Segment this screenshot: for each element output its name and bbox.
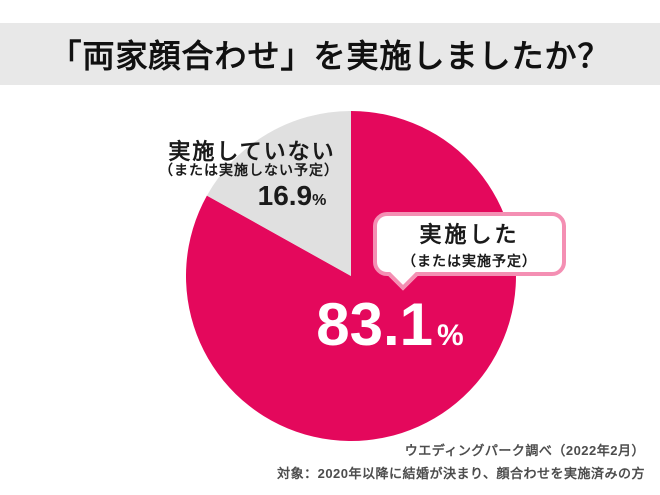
conducted-value-unit: % (437, 319, 464, 352)
source-note: ウエディングパーク調べ（2022年2月） (404, 443, 645, 458)
page-title: 「両家顔合わせ」を実施しましたか？ (49, 38, 611, 74)
conducted-label-line2: （または実施予定） (402, 253, 537, 269)
pie-slice (206, 111, 351, 276)
pie-slice (186, 111, 516, 441)
target-note: 対象：2020年以降に結婚が決まり、顔合わせを実施済みの方 (277, 466, 645, 481)
pie-slices (186, 111, 516, 441)
not-conducted-value-number: 16.9 (257, 180, 313, 211)
conducted-label-line1: 実施した (419, 222, 520, 247)
label-not-conducted-line2: （または実施しない予定） (159, 162, 339, 178)
label-not-conducted-value: 16.9% (258, 180, 327, 212)
label-not-conducted-line1: 実施していない (168, 139, 336, 164)
conducted-value-number: 83.1 (316, 291, 434, 358)
pie-chart (186, 111, 516, 441)
not-conducted-value-unit: % (312, 192, 327, 209)
title-banner: 「両家顔合わせ」を実施しましたか？ (0, 23, 660, 85)
conducted-value: 83.1% (316, 295, 464, 364)
